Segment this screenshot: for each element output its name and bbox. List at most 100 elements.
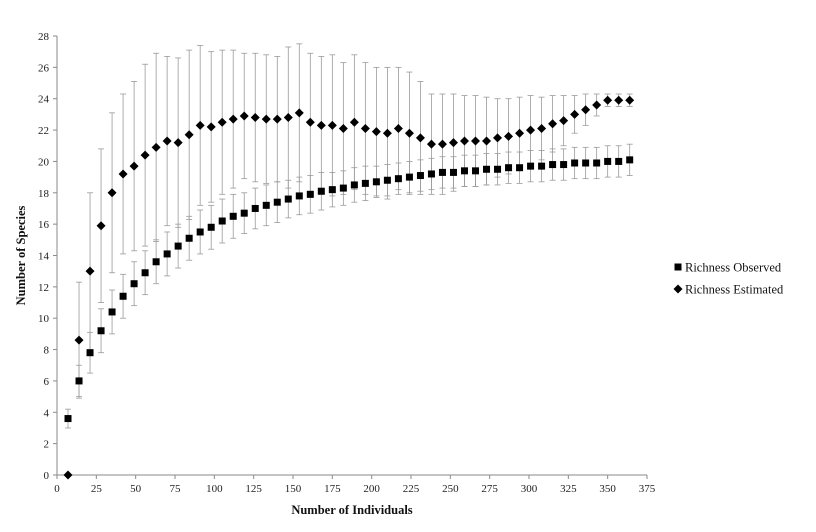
x-tick-label: 0 (54, 483, 60, 495)
estimated-point (283, 113, 293, 123)
observed-point (494, 165, 502, 173)
x-tick-label: 225 (403, 483, 420, 495)
observed-point (449, 168, 457, 176)
estimated-point (217, 117, 227, 127)
y-tick-label: 0 (44, 470, 50, 482)
observed-point (383, 176, 391, 184)
observed-point (538, 162, 546, 170)
legend-marker-observed (674, 263, 682, 271)
observed-point (273, 198, 281, 206)
estimated-point (482, 136, 492, 146)
estimated-point (74, 335, 84, 345)
estimated-point (537, 124, 547, 134)
estimated-point (459, 136, 469, 146)
y-tick-label: 14 (38, 251, 50, 263)
y-tick-label: 28 (38, 31, 50, 43)
x-tick-label: 325 (560, 483, 577, 495)
observed-point (97, 327, 105, 335)
observed-point (516, 164, 524, 172)
estimated-point (316, 120, 326, 130)
estimated-point (404, 128, 414, 138)
observed-point (483, 165, 491, 173)
estimated-point (614, 95, 624, 105)
estimated-point (118, 169, 128, 179)
estimated-point (526, 125, 536, 135)
observed-point (615, 157, 623, 165)
estimated-point (173, 138, 183, 148)
estimated-point (426, 139, 436, 149)
x-tick-label: 275 (481, 483, 498, 495)
x-tick-label: 350 (599, 483, 616, 495)
estimated-point (184, 130, 194, 140)
y-tick-label: 22 (38, 125, 49, 137)
observed-point (306, 190, 314, 198)
observed-point (626, 156, 634, 164)
estimated-point (96, 221, 106, 231)
observed-point (527, 162, 535, 170)
estimated-point (305, 117, 315, 127)
observed-point (339, 184, 347, 192)
y-tick-label: 2 (44, 439, 50, 451)
y-tick-label: 12 (38, 282, 49, 294)
estimated-point (504, 131, 514, 141)
observed-point (593, 159, 601, 167)
observed-point (262, 201, 270, 209)
observed-point (405, 173, 413, 181)
x-tick-label: 125 (245, 483, 262, 495)
estimated-point (493, 133, 503, 143)
estimated-point (327, 120, 337, 130)
observed-point (240, 209, 248, 217)
estimated-point (63, 470, 73, 480)
estimated-point (625, 95, 635, 105)
legend-label-estimated: Richness Estimated (685, 283, 784, 297)
y-tick-label: 26 (38, 62, 50, 74)
y-tick-label: 10 (38, 313, 50, 325)
y-tick-label: 18 (38, 188, 50, 200)
x-tick-label: 375 (639, 483, 656, 495)
estimated-point (250, 113, 260, 123)
x-tick-label: 250 (442, 483, 459, 495)
observed-point (174, 242, 182, 250)
observed-point (460, 167, 468, 175)
observed-point (163, 250, 171, 258)
y-tick-label: 16 (38, 219, 50, 231)
x-axis-ticks: 0 25 50 75 100 125 150 175 200 225 250 275 300 325 350… (54, 475, 656, 495)
observed-point (505, 164, 513, 172)
observed-point (394, 175, 402, 183)
observed-point (130, 280, 138, 288)
observed-point (152, 258, 160, 266)
data-markers (63, 95, 635, 480)
estimated-point (592, 100, 602, 110)
y-tick-label: 24 (38, 94, 50, 106)
observed-point (207, 223, 215, 231)
estimated-point (239, 111, 249, 121)
x-tick-label: 75 (170, 483, 182, 495)
observed-point (86, 349, 94, 357)
estimated-point (603, 95, 613, 105)
estimated-point (371, 127, 381, 137)
estimated-point (382, 128, 392, 138)
observed-point (427, 170, 435, 178)
x-tick-label: 175 (324, 483, 341, 495)
estimated-point (206, 122, 216, 132)
estimated-point (559, 116, 569, 126)
x-tick-label: 200 (363, 483, 380, 495)
observed-point (141, 269, 149, 277)
estimated-point (515, 128, 525, 138)
estimated-point (294, 108, 304, 118)
estimated-point (228, 114, 238, 124)
observed-point (284, 195, 292, 203)
x-tick-label: 100 (206, 483, 223, 495)
x-axis-title: Number of Individuals (291, 503, 412, 517)
estimated-point (140, 150, 150, 160)
observed-point (251, 204, 259, 212)
y-tick-label: 20 (38, 156, 50, 168)
error-bars (65, 43, 633, 429)
estimated-point (581, 105, 591, 115)
observed-point (571, 159, 579, 167)
y-axis-title: Number of Species (14, 205, 28, 305)
estimated-point (471, 136, 481, 146)
estimated-point (85, 266, 95, 276)
observed-point (196, 228, 204, 236)
